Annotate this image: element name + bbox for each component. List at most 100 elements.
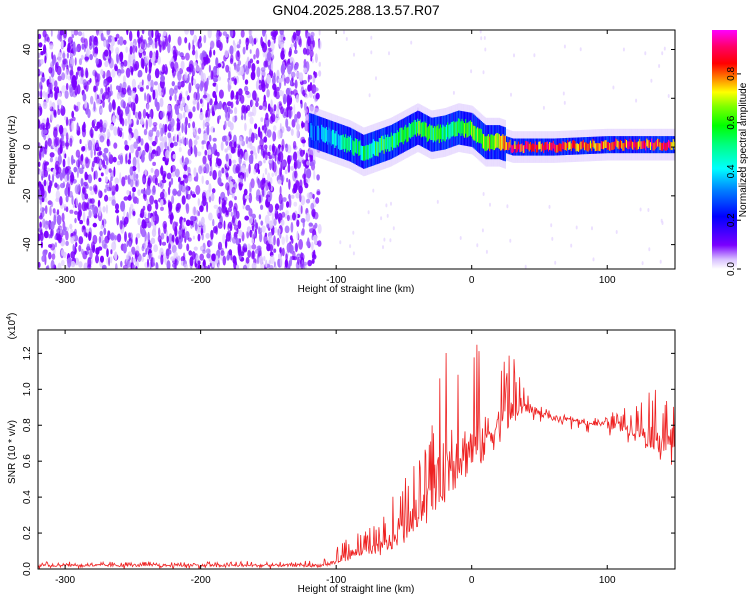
noise-blob bbox=[61, 85, 67, 94]
noise-blob bbox=[170, 177, 174, 185]
noise-blob bbox=[192, 100, 198, 105]
noise-blob bbox=[172, 221, 178, 232]
noise-blob bbox=[292, 140, 297, 149]
noise-blob bbox=[53, 128, 58, 138]
noise-blob bbox=[352, 230, 355, 235]
noise-blob bbox=[274, 227, 278, 234]
noise-blob bbox=[275, 30, 278, 35]
noise-blob bbox=[152, 186, 156, 192]
noise-blob bbox=[276, 237, 280, 247]
noise-blob bbox=[266, 51, 272, 61]
noise-blob bbox=[49, 89, 53, 95]
ridge-core bbox=[529, 142, 532, 150]
noise-blob bbox=[149, 195, 155, 205]
noise-blob bbox=[189, 215, 195, 221]
ridge-core bbox=[581, 141, 583, 149]
noise-blob bbox=[658, 64, 661, 68]
noise-blob bbox=[220, 141, 224, 151]
ridge-core bbox=[533, 144, 535, 152]
noise-blob bbox=[280, 219, 285, 226]
noise-blob bbox=[84, 193, 89, 200]
ridge-core bbox=[510, 144, 512, 153]
noise-blob bbox=[254, 152, 258, 160]
noise-blob bbox=[370, 35, 373, 40]
noise-blob bbox=[235, 99, 239, 105]
noise-blob bbox=[211, 253, 216, 262]
noise-blob bbox=[152, 257, 155, 267]
noise-blob bbox=[150, 79, 154, 91]
noise-blob bbox=[147, 212, 151, 219]
noise-blob bbox=[64, 90, 69, 99]
noise-blob bbox=[94, 71, 97, 78]
noise-blob bbox=[116, 85, 120, 90]
noise-blob bbox=[117, 126, 120, 137]
noise-blob bbox=[255, 101, 259, 108]
ridge-core bbox=[427, 126, 430, 141]
noise-blob bbox=[149, 50, 153, 59]
noise-blob bbox=[236, 63, 240, 72]
ridge-core bbox=[331, 129, 334, 145]
noise-blob bbox=[307, 36, 311, 47]
noise-blob bbox=[287, 108, 293, 119]
noise-blob bbox=[300, 252, 305, 262]
noise-blob bbox=[196, 101, 200, 111]
noise-blob bbox=[44, 205, 48, 215]
ridge-core bbox=[645, 142, 647, 151]
noise-blob bbox=[38, 52, 41, 59]
noise-blob bbox=[106, 69, 111, 81]
noise-blob bbox=[287, 65, 292, 75]
noise-blob bbox=[176, 99, 179, 107]
noise-blob bbox=[244, 85, 249, 92]
noise-blob bbox=[116, 53, 119, 64]
noise-blob bbox=[279, 30, 284, 36]
noise-blob bbox=[241, 164, 246, 173]
noise-blob bbox=[158, 40, 163, 48]
noise-blob bbox=[154, 37, 157, 43]
noise-blob bbox=[192, 235, 195, 240]
noise-blob bbox=[171, 170, 176, 178]
noise-blob bbox=[257, 169, 260, 175]
noise-blob bbox=[318, 70, 322, 77]
noise-blob bbox=[39, 184, 44, 192]
ridge-core bbox=[385, 137, 388, 152]
noise-blob bbox=[234, 107, 238, 115]
ridge-core bbox=[460, 121, 462, 136]
ridge-core bbox=[472, 124, 474, 140]
noise-blob bbox=[76, 84, 81, 95]
noise-blob bbox=[295, 30, 301, 37]
noise-blob bbox=[650, 78, 653, 83]
ridge-core bbox=[562, 141, 564, 149]
noise-blob bbox=[289, 106, 293, 111]
noise-blob bbox=[144, 168, 147, 176]
ridge-core bbox=[557, 144, 559, 153]
noise-blob bbox=[260, 260, 265, 269]
noise-blob bbox=[178, 136, 182, 147]
ridge-core bbox=[643, 140, 646, 149]
ridge-core bbox=[327, 130, 329, 145]
ridge-core bbox=[623, 142, 625, 151]
noise-blob bbox=[146, 93, 151, 104]
noise-blob bbox=[217, 63, 222, 68]
ridge-core bbox=[426, 127, 428, 142]
ridge-core bbox=[600, 141, 602, 149]
noise-blob bbox=[113, 126, 118, 136]
ridge-core bbox=[565, 143, 568, 151]
noise-blob bbox=[65, 195, 69, 203]
noise-blob bbox=[147, 73, 152, 82]
noise-blob bbox=[285, 76, 290, 84]
noise-blob bbox=[208, 241, 213, 246]
ridge-core bbox=[466, 123, 468, 138]
noise-blob bbox=[86, 202, 89, 209]
noise-blob bbox=[222, 233, 226, 244]
noise-blob bbox=[107, 38, 112, 43]
noise-blob bbox=[70, 236, 76, 241]
noise-blob bbox=[69, 137, 73, 147]
noise-blob bbox=[71, 34, 75, 39]
noise-blob bbox=[124, 118, 128, 127]
noise-blob bbox=[71, 195, 74, 205]
noise-blob bbox=[178, 146, 182, 153]
noise-blob bbox=[100, 255, 104, 263]
ridge-core bbox=[606, 142, 608, 150]
noise-blob bbox=[663, 46, 666, 51]
ridge-core bbox=[665, 143, 667, 151]
